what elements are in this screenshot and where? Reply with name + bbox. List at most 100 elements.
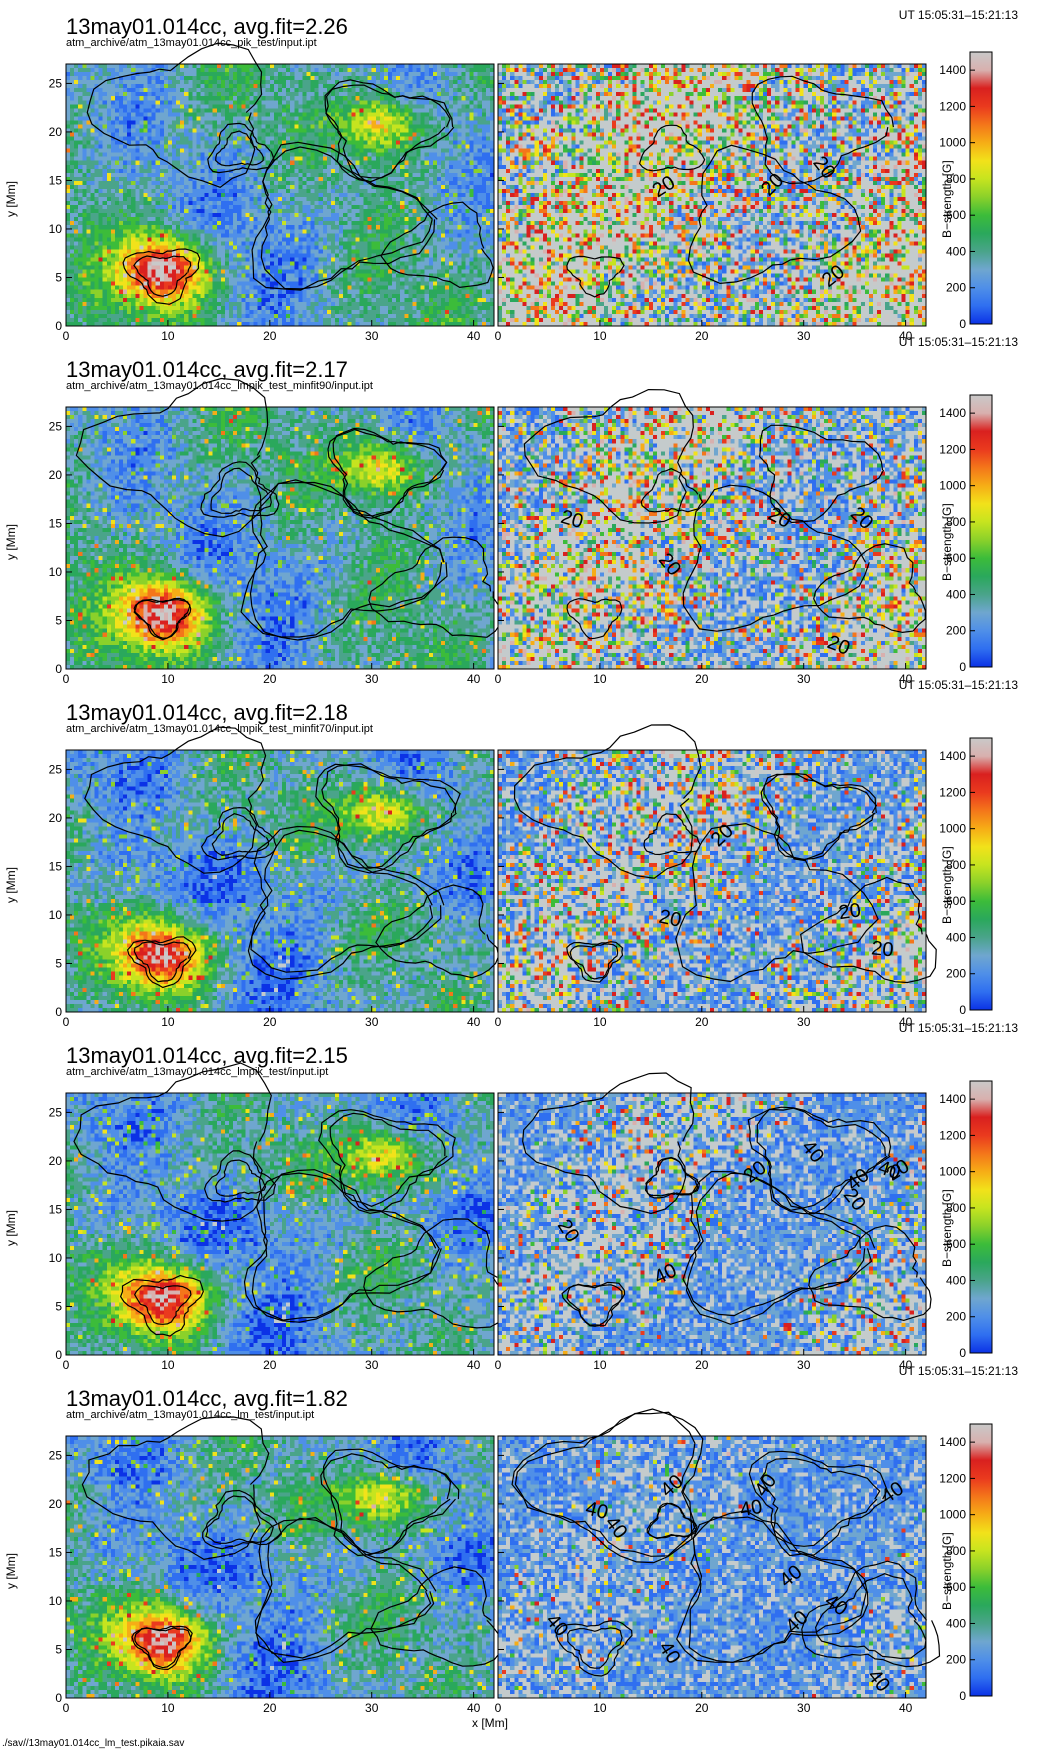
ut-time-range: UT 15:05:31–15:21:13: [898, 678, 1018, 692]
footer-file-path: ./sav//13may01.014cc_lm_test.pikaia.sav: [2, 1738, 185, 1749]
x-tick-label: 0: [495, 1015, 502, 1029]
x-tick-label: 0: [495, 1358, 502, 1372]
contour-line: [566, 598, 623, 640]
contour-line: [260, 146, 433, 290]
y-tick-label: 0: [55, 662, 62, 676]
left-panel-frame: [65, 1435, 495, 1699]
right-panel-frame: [497, 406, 927, 670]
y-tick-label: 10: [49, 565, 63, 579]
x-tick-label: 40: [467, 672, 481, 686]
panel-title: 13may01.014cc, avg.fit=2.18: [66, 700, 348, 725]
y-tick-label: 0: [55, 1348, 62, 1362]
contour-line: [255, 1517, 432, 1659]
ut-time-range: UT 15:05:31–15:21:13: [898, 1021, 1018, 1035]
colorbar-tick-label: 1000: [939, 822, 966, 836]
colorbar-tick-label: 1200: [939, 99, 966, 113]
b-strength-map-right: [498, 750, 926, 1012]
y-tick-label: 15: [49, 1545, 63, 1559]
y-tick-label: 10: [49, 1251, 63, 1265]
x-tick-label: 10: [593, 1358, 607, 1372]
y-tick-label: 5: [55, 613, 62, 627]
x-tick-label: 10: [593, 1015, 607, 1029]
x-tick-label: 30: [797, 1015, 811, 1029]
y-tick-label: 0: [55, 319, 62, 333]
colorbar-tick-label: 1000: [939, 1508, 966, 1522]
contour-line: [514, 1411, 697, 1557]
y-tick-label: 20: [49, 125, 63, 139]
panel-title: 13may01.014cc, avg.fit=1.82: [66, 1386, 348, 1411]
panel-title: 13may01.014cc, avg.fit=2.17: [66, 357, 348, 382]
contour-line: [325, 84, 451, 179]
colorbar-tick-label: 200: [946, 281, 966, 295]
right-panel-frame: [497, 63, 927, 327]
y-tick-label: 25: [49, 419, 63, 433]
colorbar-tick-label: 800: [946, 515, 966, 529]
contour-line: [688, 1516, 868, 1663]
right-panel-frame: [497, 1435, 927, 1699]
colorbar-label: B−strength [G]: [940, 1532, 954, 1610]
contour-label: 20: [837, 899, 862, 924]
colorbar-tick-label: 1400: [939, 1092, 966, 1106]
panel-title: 13may01.014cc, avg.fit=2.15: [66, 1043, 348, 1068]
colorbar-tick-label: 400: [946, 587, 966, 601]
x-tick-label: 10: [161, 1358, 175, 1372]
y-tick-label: 15: [49, 173, 63, 187]
contour-line: [133, 598, 192, 641]
contour-line: [247, 825, 445, 980]
contour-line: [211, 813, 270, 857]
contour-line: [363, 1218, 511, 1329]
b-strength-map-right: [498, 407, 926, 669]
contour-line: [747, 1106, 892, 1215]
x-tick-label: 10: [161, 329, 175, 343]
x-tick-label: 10: [593, 672, 607, 686]
x-tick-label: 30: [797, 672, 811, 686]
contour-line: [321, 763, 457, 869]
plot-row: UT 15:05:31–15:21:13 13may01.014cc, avg.f…: [0, 1021, 1037, 1372]
contour-line: [73, 1062, 272, 1222]
contour-line: [203, 1150, 277, 1203]
y-tick-label: 20: [49, 811, 63, 825]
colorbar-label: B−strength [G]: [940, 846, 954, 924]
contour-line: [329, 1112, 448, 1207]
contour-line: [134, 1285, 192, 1325]
contour-line: [320, 1453, 452, 1555]
x-tick-label: 40: [899, 1358, 913, 1372]
contour-line: [751, 75, 894, 185]
x-tick-label: 0: [63, 672, 70, 686]
x-tick-label: 30: [365, 672, 379, 686]
contour-line: [808, 1224, 932, 1322]
y-tick-label: 10: [49, 222, 63, 236]
y-tick-label: 25: [49, 1105, 63, 1119]
panel-subtitle: atm_archive/atm_13may01.014cc_lmpik_test…: [66, 1066, 329, 1078]
contour-line: [327, 428, 448, 519]
contour-line: [758, 424, 885, 524]
right-panel-frame: [497, 749, 927, 1013]
colorbar-label: B−strength [G]: [940, 503, 954, 581]
x-tick-label: 0: [495, 1701, 502, 1715]
x-tick-label: 10: [161, 1015, 175, 1029]
contour-line: [134, 1627, 192, 1669]
b-strength-map-left: [66, 1093, 494, 1355]
contour-line: [250, 829, 434, 973]
contour-line: [800, 876, 937, 984]
contour-line: [84, 726, 267, 874]
contour-line: [318, 1109, 456, 1214]
contour-line: [676, 1510, 869, 1663]
contour-label: 40: [583, 1497, 610, 1524]
colorbar-tick-label: 600: [946, 208, 966, 222]
contour-line: [131, 1625, 193, 1671]
contour-line: [119, 1274, 204, 1337]
contour-line: [254, 1516, 437, 1664]
colorbar-tick-label: 800: [946, 1544, 966, 1558]
y-tick-label: 5: [55, 1299, 62, 1313]
colorbar: [969, 1423, 993, 1697]
x-axis-label: x [Mm]: [472, 1716, 508, 1730]
b-strength-map-left: [66, 407, 494, 669]
colorbar-tick-label: 200: [946, 967, 966, 981]
colorbar: [969, 737, 993, 1011]
contour-line: [251, 1172, 441, 1323]
contour-label: 40: [738, 1496, 764, 1522]
x-tick-label: 20: [263, 329, 277, 343]
contour-line: [760, 773, 877, 860]
